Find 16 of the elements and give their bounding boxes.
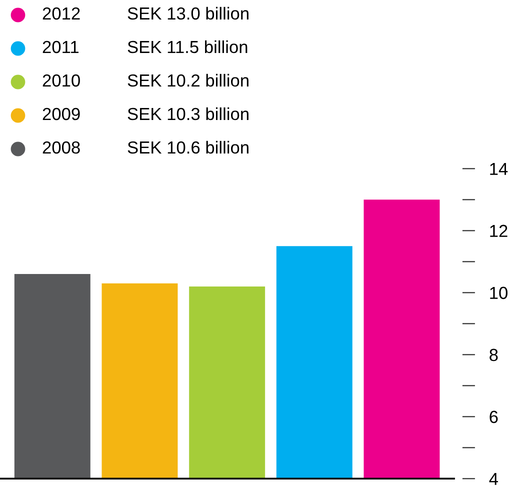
text: SEK 10.6 billion: [128, 140, 248, 154]
y-tick-label: 6: [490, 410, 498, 424]
text: SEK 13.0 billion: [128, 6, 248, 20]
y-tick-label: 8: [490, 348, 498, 362]
legend-label: 2011: [42, 40, 78, 54]
text: SEK 10.2 billion: [128, 74, 248, 87]
text: SEK 11.5 billion: [128, 40, 248, 54]
text: SEK 10.3 billion: [128, 107, 248, 120]
legend-label: 2012: [42, 7, 80, 20]
y-tick-label: 10: [490, 286, 508, 300]
y-tick-label: 12: [490, 224, 508, 237]
y-tick-label: 14: [490, 162, 508, 175]
y-tick-label: 4: [489, 472, 498, 485]
legend-label: 2010: [42, 74, 80, 87]
legend-label: 2009: [42, 108, 80, 120]
legend-label: 2008: [42, 141, 80, 154]
